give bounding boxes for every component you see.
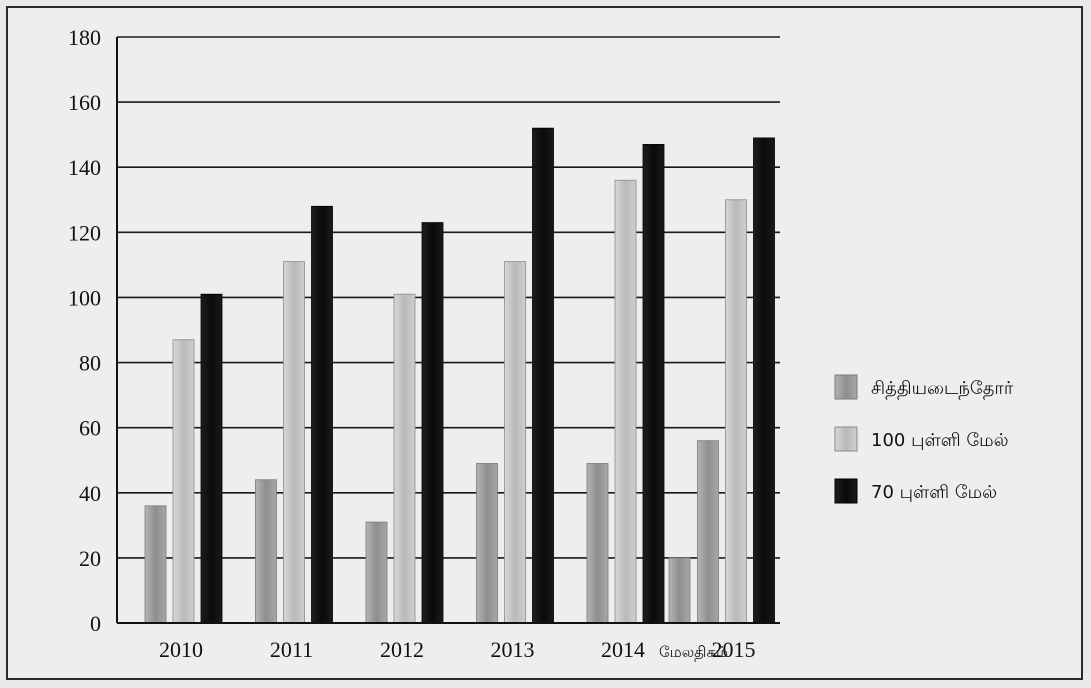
bar-100-புள்ளி-மேல்-2015 (725, 199, 747, 624)
bar-100-புள்ளி-மேல்-2013 (504, 261, 526, 624)
x-tick-label: 2010 (159, 637, 203, 662)
legend-label: சித்தியடைந்தோர் (871, 378, 1014, 400)
y-tick-label: 60 (79, 416, 101, 441)
y-tick-label: 120 (68, 220, 101, 245)
y-tick-label: 100 (68, 285, 101, 310)
bar-70-புள்ளி-மேல்-2014 (642, 144, 665, 624)
legend: சித்தியடைந்தோர் 100 புள்ளி மேல் 70 புள்ளி … (834, 374, 1014, 504)
x-tick-label: 2015 (712, 637, 756, 662)
bar-சித்தியடைந்தோர்-2015 (697, 440, 719, 624)
bar-70-புள்ளி-மேல்-2015 (753, 137, 775, 624)
x-tick-label: 2012 (380, 637, 424, 662)
legend-swatch-1 (834, 426, 858, 452)
y-tick-label: 180 (68, 25, 101, 50)
y-tick-label: 160 (68, 90, 101, 115)
y-tick-label: 140 (68, 155, 101, 180)
bar-extra-2014 (668, 557, 691, 624)
bar-70-புள்ளி-மேல்-2011 (311, 205, 333, 624)
bar-சித்தியடைந்தோர்-2012 (365, 521, 388, 624)
bar-சித்தியடைந்தோர்-2013 (476, 463, 498, 624)
bar-100-புள்ளி-மேல்-2010 (172, 339, 195, 624)
bars (144, 127, 775, 624)
bar-சித்தியடைந்தோர்-2014 (586, 463, 609, 624)
legend-label: 70 புள்ளி மேல் (871, 482, 997, 503)
extra-bar-label: மேலதிகம் (659, 643, 728, 661)
bar-70-புள்ளி-மேல்-2012 (421, 222, 444, 624)
x-tick-label: 2014 (601, 637, 645, 662)
x-tick-label: 2013 (491, 637, 535, 662)
bar-70-புள்ளி-மேல்-2010 (200, 293, 223, 624)
y-tick-label: 40 (79, 481, 101, 506)
bar-சித்தியடைந்தோர்-2010 (144, 505, 167, 624)
legend-swatch-2 (834, 478, 858, 504)
y-tick-label: 0 (90, 611, 101, 636)
y-tick-label: 80 (79, 351, 101, 376)
bar-சித்தியடைந்தோர்-2011 (255, 479, 277, 624)
bar-70-புள்ளி-மேல்-2013 (532, 127, 554, 624)
bar-100-புள்ளி-மேல்-2011 (283, 261, 305, 624)
legend-swatch-0 (834, 374, 858, 400)
bar-100-புள்ளி-மேல்-2014 (614, 179, 637, 624)
y-tick-label: 20 (79, 546, 101, 571)
legend-label: 100 புள்ளி மேல் (871, 430, 1009, 451)
axes: 0 20 40 60 80 100 120 140 160 180 2010 2011 2012 2013… (68, 25, 780, 662)
bar-100-புள்ளி-மேல்-2012 (393, 293, 416, 624)
x-tick-label: 2011 (270, 637, 313, 662)
